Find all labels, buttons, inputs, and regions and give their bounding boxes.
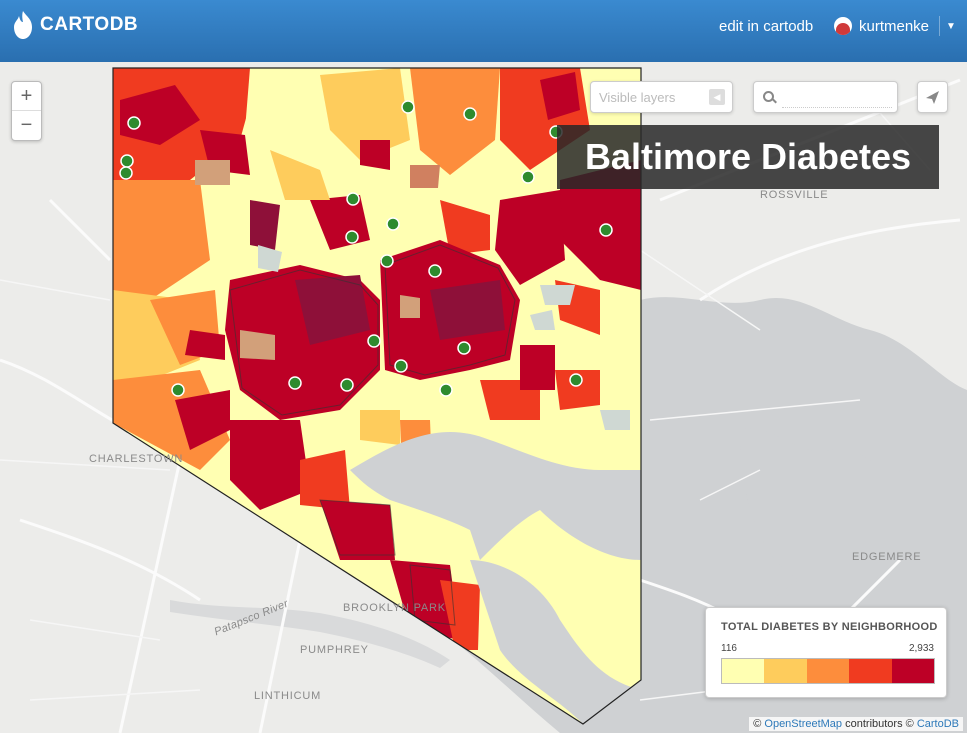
cartodb-logo[interactable]: CARTODB: [12, 10, 138, 40]
zoom-in-button[interactable]: +: [12, 82, 41, 111]
zoom-control: + −: [11, 81, 42, 141]
search-icon: [763, 91, 774, 102]
legend-swatch-5: [891, 659, 935, 683]
logo-text: CARTODB: [40, 14, 139, 35]
cartodb-link[interactable]: CartoDB: [916, 718, 959, 730]
visible-layers-label: Visible layers: [599, 90, 676, 105]
legend-swatch-3: [806, 659, 850, 683]
send-icon: [926, 91, 939, 104]
legend-title: TOTAL DIABETES BY NEIGHBORHOOD: [721, 621, 938, 633]
attribution-middle: contributors ©: [845, 718, 914, 730]
cartodb-flame-icon: [14, 11, 32, 39]
search-box[interactable]: [753, 81, 898, 113]
place-label-edgemere: EDGEMERE: [852, 551, 922, 563]
legend: TOTAL DIABETES BY NEIGHBORHOOD 116 2,933: [705, 607, 947, 698]
legend-min: 116: [721, 643, 737, 654]
place-label-pumphrey: PUMPHREY: [300, 644, 369, 656]
legend-swatch-2: [764, 659, 807, 683]
search-input[interactable]: [782, 87, 892, 108]
visible-layers-dropdown[interactable]: Visible layers ◀: [590, 81, 733, 113]
chevron-left-icon: ◀: [709, 89, 725, 105]
place-label-charlestown: CHARLESTOWN: [89, 453, 184, 465]
edit-in-cartodb-link[interactable]: edit in cartodb: [719, 18, 814, 35]
zoom-out-button[interactable]: −: [20, 114, 33, 136]
avatar: [834, 17, 852, 35]
user-menu[interactable]: kurtmenke ▼: [834, 16, 956, 36]
place-label-rossville: ROSSVILLE: [760, 189, 829, 201]
legend-swatch-1: [722, 659, 765, 683]
attribution-prefix: ©: [753, 718, 762, 730]
divider: [939, 16, 941, 36]
chevron-down-icon[interactable]: ▼: [946, 20, 956, 32]
place-label-linthicum: LINTHICUM: [254, 690, 322, 702]
username: kurtmenke: [859, 17, 930, 35]
attribution: © OpenStreetMap contributors © CartoDB: [749, 717, 963, 731]
legend-color-ramp: [721, 658, 935, 684]
share-button[interactable]: [917, 81, 948, 113]
legend-swatch-4: [849, 659, 892, 683]
legend-max: 2,933: [908, 643, 934, 654]
map-title: Baltimore Diabetes: [557, 125, 939, 189]
place-label-brooklyn-park: BROOKLYN PARK: [343, 602, 446, 614]
top-bar: CARTODB edit in cartodb kurtmenke ▼: [0, 0, 967, 62]
openstreetmap-link[interactable]: OpenStreetMap: [764, 718, 843, 730]
